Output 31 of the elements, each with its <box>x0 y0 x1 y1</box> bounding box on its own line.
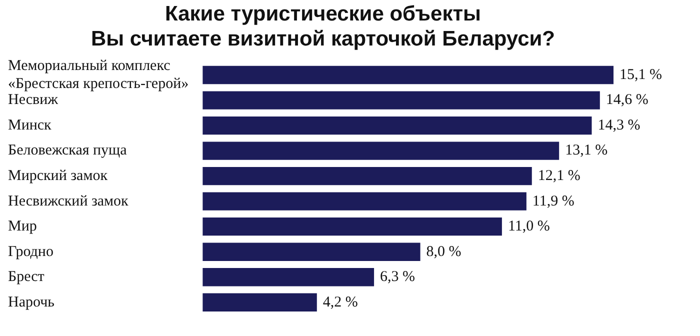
bar <box>202 116 592 135</box>
data-label: 13,1 % <box>565 142 608 159</box>
data-label: 8,0 % <box>426 244 462 260</box>
y-tick-label: Брест <box>8 269 45 286</box>
data-label: 15,1 % <box>620 66 662 83</box>
bar <box>202 66 614 84</box>
y-tick-label: Несвиж <box>8 92 59 108</box>
y-tick-label: Гродно <box>8 244 54 260</box>
bar <box>202 293 317 312</box>
y-tick-label: Несвижский замок <box>8 193 130 210</box>
y-tick-label: Мирский замок <box>8 168 108 184</box>
y-tick-label: Мир <box>8 218 37 235</box>
data-label: 6,3 % <box>380 269 416 286</box>
bar <box>202 91 600 110</box>
bar <box>202 242 420 261</box>
data-label: 4,2 % <box>322 294 358 310</box>
bar <box>202 142 560 160</box>
data-label: 11,9 % <box>532 193 574 210</box>
y-tick-label: Нарочь <box>8 294 55 310</box>
bar <box>202 166 532 186</box>
data-label: 14,3 % <box>598 117 640 134</box>
y-tick-label: Беловежская пуща <box>8 142 128 159</box>
chart-title: Какие туристические объекты Вы считаете визитной карточкой Беларуси? <box>90 2 556 51</box>
bar <box>202 192 526 210</box>
y-tick-label: Мемориальный комплекс «Брестская крепость-герой» <box>8 58 189 92</box>
data-label: 11,0 % <box>508 218 550 235</box>
bar <box>202 217 502 236</box>
y-tick-label: Минск <box>8 117 52 134</box>
bar <box>202 268 374 286</box>
data-label: 12,1 % <box>538 168 580 184</box>
data-label: 14,6 % <box>606 92 648 108</box>
